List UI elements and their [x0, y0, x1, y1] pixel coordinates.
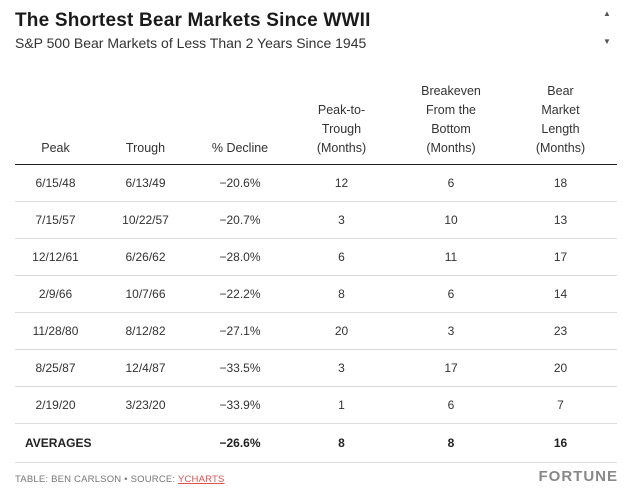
cell-peak: 6/15/48	[15, 164, 96, 202]
cell-trough: 6/13/49	[96, 164, 195, 202]
cell-decline: −33.5%	[195, 349, 285, 387]
cell-trough: 10/22/57	[96, 201, 195, 239]
cell-decline: −28.0%	[195, 238, 285, 276]
cell-peak-to-trough: 8	[285, 275, 398, 313]
cell-peak-to-trough: 6	[285, 238, 398, 276]
cell-breakeven: 6	[398, 386, 504, 424]
source-link[interactable]: YCHARTS	[177, 474, 225, 485]
cell-peak: 12/12/61	[15, 238, 96, 276]
cell-breakeven: 11	[398, 238, 504, 276]
header-line: Market	[541, 103, 580, 117]
cell-breakeven: 17	[398, 349, 504, 387]
avg-length: 16	[504, 423, 617, 463]
cell-peak-to-trough: 3	[285, 349, 398, 387]
cell-length: 14	[504, 275, 617, 313]
cell-decline: −27.1%	[195, 312, 285, 350]
header-line: (Months)	[535, 141, 586, 155]
column-header-trough: Trough	[96, 70, 195, 165]
scrollbar[interactable]: ▲ ▼	[601, 8, 613, 50]
table-row: 2/9/66 10/7/66 −22.2% 8 6 14	[15, 275, 617, 313]
scroll-up-arrow-icon[interactable]: ▲	[603, 9, 611, 18]
table-row: 2/19/20 3/23/20 −33.9% 1 6 7	[15, 386, 617, 424]
cell-peak-to-trough: 3	[285, 201, 398, 239]
header-line: From the	[425, 103, 476, 117]
table-row: 12/12/61 6/26/62 −28.0% 6 11 17	[15, 238, 617, 276]
cell-length: 7	[504, 386, 617, 424]
cell-peak: 2/19/20	[15, 386, 96, 424]
table-row: 6/15/48 6/13/49 −20.6% 12 6 18	[15, 164, 617, 202]
avg-decline: −26.6%	[195, 423, 285, 463]
header-line: Trough	[125, 141, 166, 155]
fortune-logo: FORTUNE	[538, 468, 618, 485]
cell-peak-to-trough: 1	[285, 386, 398, 424]
column-header-breakeven: Breakeven From the Bottom (Months)	[398, 70, 504, 165]
column-header-decline: % Decline	[195, 70, 285, 165]
cell-decline: −20.7%	[195, 201, 285, 239]
cell-length: 23	[504, 312, 617, 350]
header-line: Bear	[547, 84, 574, 98]
cell-trough: 8/12/82	[96, 312, 195, 350]
cell-breakeven: 10	[398, 201, 504, 239]
header-line: (Months)	[426, 141, 476, 155]
table-row: 11/28/80 8/12/82 −27.1% 20 3 23	[15, 312, 617, 350]
header-line: % Decline	[211, 141, 269, 155]
header-line: Length	[541, 122, 580, 136]
table-row: 8/25/87 12/4/87 −33.5% 3 17 20	[15, 349, 617, 387]
avg-breakeven: 8	[398, 423, 504, 463]
cell-length: 17	[504, 238, 617, 276]
cell-decline: −22.2%	[195, 275, 285, 313]
cell-peak-to-trough: 20	[285, 312, 398, 350]
column-header-length: Bear Market Length (Months)	[504, 70, 617, 165]
table-header-row: Peak Trough % Decline Peak-to- Trough (M…	[15, 70, 617, 165]
cell-peak: 8/25/87	[15, 349, 96, 387]
header-line: Peak-to-	[317, 103, 366, 117]
avg-peak-to-trough: 8	[285, 423, 398, 463]
header-line: Trough	[321, 122, 362, 136]
cell-decline: −20.6%	[195, 164, 285, 202]
source-credit: TABLE: BEN CARLSON • SOURCE: YCHARTS	[15, 474, 225, 485]
header-line: Peak	[41, 141, 70, 155]
cell-trough: 12/4/87	[96, 349, 195, 387]
cell-breakeven: 6	[398, 164, 504, 202]
source-prefix: TABLE: BEN CARLSON • SOURCE:	[15, 474, 178, 485]
cell-breakeven: 3	[398, 312, 504, 350]
bear-market-table: Peak Trough % Decline Peak-to- Trough (M…	[15, 70, 617, 463]
cell-trough: 3/23/20	[96, 386, 195, 424]
cell-peak: 2/9/66	[15, 275, 96, 313]
cell-length: 13	[504, 201, 617, 239]
header-line: Breakeven	[421, 84, 481, 98]
cell-length: 20	[504, 349, 617, 387]
header-line: (Months)	[316, 141, 367, 155]
scroll-down-arrow-icon[interactable]: ▼	[603, 37, 611, 46]
column-header-peak: Peak	[15, 70, 96, 165]
column-header-peak-to-trough: Peak-to- Trough (Months)	[285, 70, 398, 165]
averages-label: AVERAGES	[15, 423, 195, 463]
cell-length: 18	[504, 164, 617, 202]
table-row: 7/15/57 10/22/57 −20.7% 3 10 13	[15, 201, 617, 239]
cell-peak: 7/15/57	[15, 201, 96, 239]
cell-peak: 11/28/80	[15, 312, 96, 350]
page-title: The Shortest Bear Markets Since WWII	[15, 10, 371, 31]
cell-decline: −33.9%	[195, 386, 285, 424]
cell-trough: 10/7/66	[96, 275, 195, 313]
cell-peak-to-trough: 12	[285, 164, 398, 202]
cell-trough: 6/26/62	[96, 238, 195, 276]
page-subtitle: S&P 500 Bear Markets of Less Than 2 Year…	[15, 35, 367, 51]
averages-row: AVERAGES −26.6% 8 8 16	[15, 423, 617, 463]
cell-breakeven: 6	[398, 275, 504, 313]
header-line: Bottom	[431, 122, 471, 136]
